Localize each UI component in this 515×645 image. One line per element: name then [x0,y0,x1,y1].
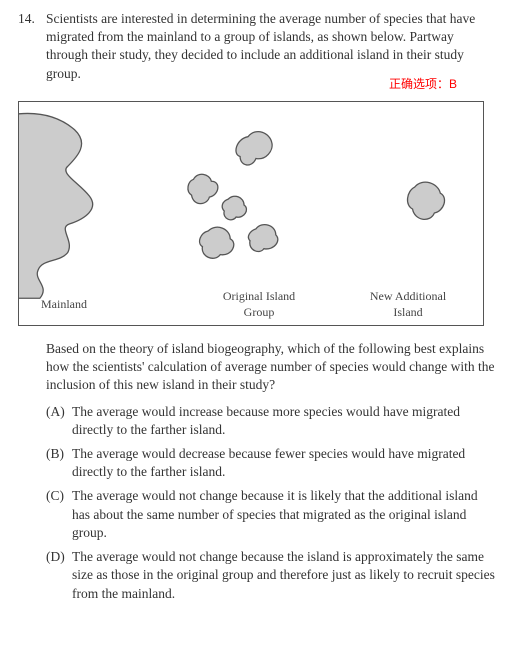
island-diagram: Mainland Original Island Group New Addit… [18,101,484,326]
label-new-line1: New Additional [370,289,446,303]
choice-a: (A) The average would increase because m… [46,403,497,439]
choice-d: (D) The average would not change because… [46,548,497,603]
choice-letter: (C) [46,487,72,542]
island-shape [188,174,218,203]
mainland-shape [19,113,93,298]
label-new-line2: Island [393,305,422,319]
island-shape [236,131,272,164]
choice-text: The average would increase because more … [72,403,497,439]
choice-text: The average would not change because the… [72,548,497,603]
label-new-island: New Additional Island [353,288,463,320]
correct-answer-label: 正确选项：B [389,76,457,92]
choice-text: The average would decrease because fewer… [72,445,497,481]
choice-letter: (B) [46,445,72,481]
question-number: 14. [18,10,46,83]
followup-question: Based on the theory of island biogeograp… [46,340,497,395]
island-shape [248,225,277,252]
label-original-line1: Original Island [223,289,295,303]
label-mainland: Mainland [41,296,87,312]
answer-choices: (A) The average would increase because m… [46,403,497,603]
label-original-group: Original Island Group [204,288,314,320]
choice-b: (B) The average would decrease because f… [46,445,497,481]
choice-letter: (A) [46,403,72,439]
choice-letter: (D) [46,548,72,603]
island-shape [200,227,234,258]
island-shape [222,196,246,220]
choice-c: (C) The average would not change because… [46,487,497,542]
choice-text: The average would not change because it … [72,487,497,542]
question-header: 14. Scientists are interested in determi… [18,10,497,83]
label-original-line2: Group [244,305,275,319]
new-island-shape [408,182,445,219]
question-stem: Scientists are interested in determining… [46,10,497,83]
